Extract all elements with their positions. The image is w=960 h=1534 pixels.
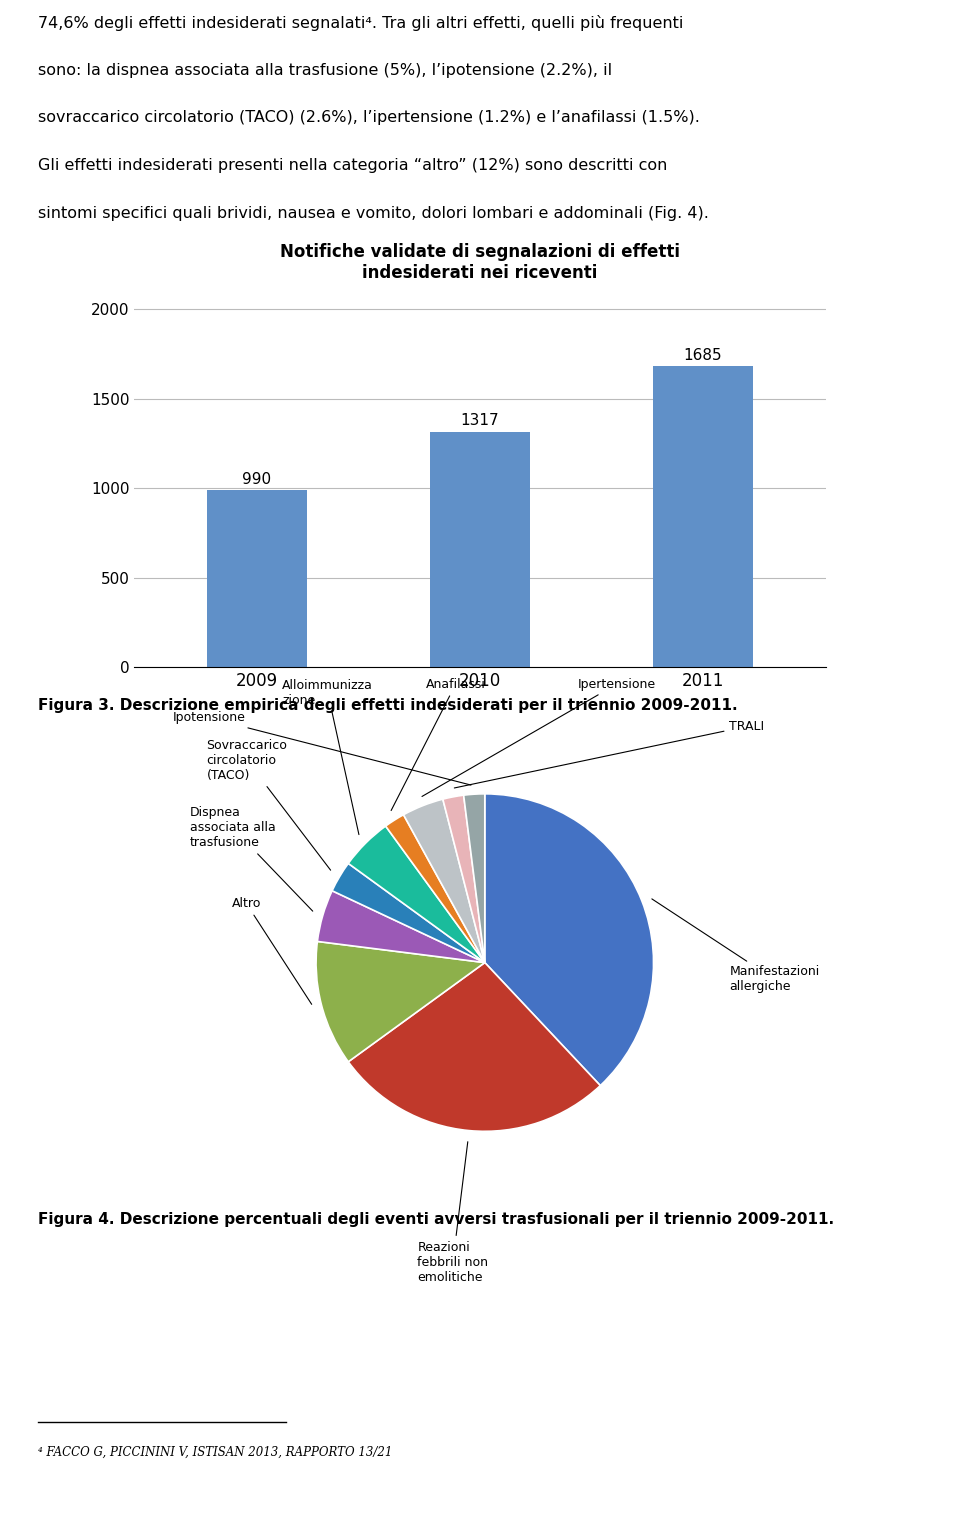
Wedge shape — [386, 815, 485, 963]
Text: sintomi specifici quali brividi, nausea e vomito, dolori lombari e addominali (F: sintomi specifici quali brividi, nausea … — [38, 206, 709, 221]
Text: Altro: Altro — [231, 897, 312, 1005]
Text: sovraccarico circolatorio (TACO) (2.6%), l’ipertensione (1.2%) e l’anafilassi (1: sovraccarico circolatorio (TACO) (2.6%),… — [38, 110, 700, 126]
Text: 990: 990 — [243, 472, 272, 486]
Wedge shape — [332, 864, 485, 963]
Bar — [653, 365, 754, 667]
Text: Alloimmunizza
zione: Alloimmunizza zione — [282, 678, 373, 834]
Wedge shape — [464, 795, 485, 963]
Text: Gli effetti indesiderati presenti nella categoria “altro” (12%) sono descritti c: Gli effetti indesiderati presenti nella … — [38, 158, 668, 173]
Text: Sovraccarico
circolatorio
(TACO): Sovraccarico circolatorio (TACO) — [206, 738, 330, 870]
Wedge shape — [443, 795, 485, 963]
Wedge shape — [348, 827, 485, 963]
Bar — [430, 431, 530, 667]
Text: Figura 4. Descrizione percentuali degli eventi avversi trasfusionali per il trie: Figura 4. Descrizione percentuali degli … — [38, 1212, 834, 1227]
Title: Notifiche validate di segnalazioni di effetti
indesiderati nei riceventi: Notifiche validate di segnalazioni di ef… — [280, 242, 680, 282]
Wedge shape — [316, 942, 485, 1062]
Wedge shape — [318, 891, 485, 963]
Text: Figura 3. Descrizione empirica degli effetti indesiderati per il triennio 2009-2: Figura 3. Descrizione empirica degli eff… — [38, 698, 738, 713]
Text: TRALI: TRALI — [454, 719, 764, 788]
Wedge shape — [403, 799, 485, 963]
Text: 1685: 1685 — [684, 348, 722, 362]
Text: Dispnea
associata alla
trasfusione: Dispnea associata alla trasfusione — [189, 805, 313, 911]
Text: 74,6% degli effetti indesiderati segnalati⁴. Tra gli altri effetti, quelli più f: 74,6% degli effetti indesiderati segnala… — [38, 15, 684, 31]
Text: ⁴ FACCO G, PICCININI V, ISTISAN 2013, RAPPORTO 13/21: ⁴ FACCO G, PICCININI V, ISTISAN 2013, RA… — [38, 1447, 393, 1459]
Bar — [206, 491, 307, 667]
Wedge shape — [348, 963, 600, 1131]
Text: Ipertensione: Ipertensione — [422, 678, 656, 796]
Wedge shape — [485, 795, 654, 1086]
Text: 1317: 1317 — [461, 413, 499, 428]
Text: Ipotensione: Ipotensione — [173, 712, 471, 785]
Text: Reazioni
febbrili non
emolitiche: Reazioni febbrili non emolitiche — [418, 1141, 489, 1284]
Text: sono: la dispnea associata alla trasfusione (5%), l’ipotensione (2.2%), il: sono: la dispnea associata alla trasfusi… — [38, 63, 612, 78]
Text: Anafilassi: Anafilassi — [391, 678, 486, 810]
Text: Manifestazioni
allergiche: Manifestazioni allergiche — [652, 899, 820, 994]
